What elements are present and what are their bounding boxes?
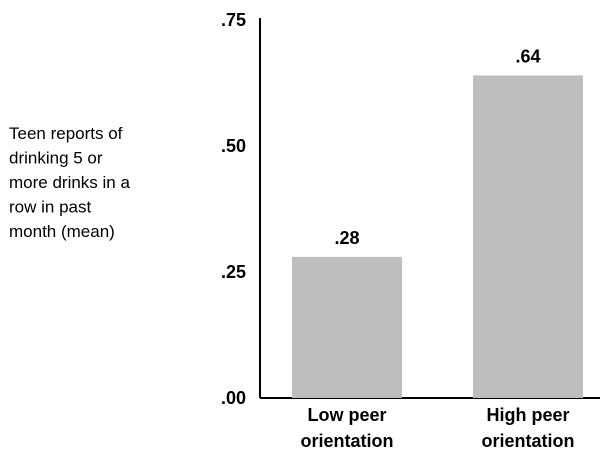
x-category-label: High peer	[486, 405, 569, 425]
y-tick-label: .50	[221, 136, 246, 156]
y-axis-title: Teen reports of drinking 5 or more drinks …	[9, 124, 130, 241]
bar-value-label: .28	[334, 228, 359, 248]
y-tick-label: .75	[221, 10, 246, 30]
y-axis-title-line: drinking 5 or	[9, 149, 103, 168]
y-axis-title-line: row in past	[9, 198, 91, 217]
bar	[473, 75, 583, 398]
y-tick-label: .25	[221, 262, 246, 282]
data-labels: .28 .64	[334, 46, 540, 247]
x-category-label: Low peer	[307, 405, 386, 425]
y-axis-title-line: more drinks in a	[9, 173, 130, 192]
bars	[292, 75, 583, 398]
x-category-label: orientation	[482, 431, 575, 451]
x-category-label: orientation	[301, 431, 394, 451]
x-axis-categories: Low peer orientation High peer orientation	[301, 405, 575, 451]
bar	[292, 256, 402, 398]
y-tick-label: .00	[221, 388, 246, 408]
y-axis-ticks: .00 .25 .50 .75	[221, 10, 246, 408]
bar-value-label: .64	[515, 46, 540, 66]
y-axis-title-line: Teen reports of	[9, 124, 123, 143]
y-axis-title-line: month (mean)	[9, 222, 115, 241]
